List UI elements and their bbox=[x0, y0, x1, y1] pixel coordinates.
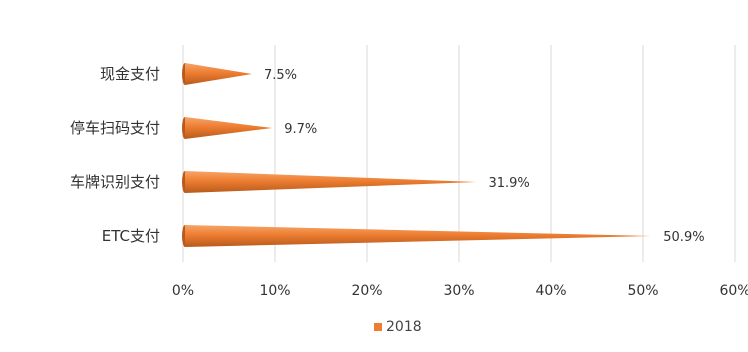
bar-3 bbox=[185, 225, 652, 247]
bars bbox=[182, 63, 652, 247]
category-label: ETC支付 bbox=[102, 227, 160, 245]
data-label: 9.7% bbox=[284, 122, 317, 137]
x-tick-label: 50% bbox=[627, 283, 658, 299]
x-tick-label: 10% bbox=[259, 283, 290, 299]
x-tick-label: 60% bbox=[719, 283, 748, 299]
data-label: 50.9% bbox=[663, 230, 704, 245]
category-label: 车牌识别支付 bbox=[70, 173, 160, 191]
gridlines bbox=[182, 45, 736, 262]
bar-2 bbox=[185, 171, 477, 193]
data-label: 31.9% bbox=[488, 176, 529, 191]
data-label: 7.5% bbox=[264, 68, 297, 83]
bar-1 bbox=[185, 117, 273, 139]
x-tick-label: 0% bbox=[172, 283, 194, 299]
x-tick-label: 30% bbox=[443, 283, 474, 299]
category-label: 现金支付 bbox=[100, 65, 160, 83]
labels: 0% 10% 20% 30% 40% 50% 60% 现金支付 7.5% 停车扫码支付 9.7% 车牌… bbox=[70, 65, 748, 299]
legend: 2018 bbox=[374, 319, 422, 335]
x-tick-label: 20% bbox=[351, 283, 382, 299]
legend-swatch bbox=[374, 323, 382, 331]
legend-label: 2018 bbox=[386, 319, 422, 335]
bar-0 bbox=[185, 63, 252, 85]
category-label: 停车扫码支付 bbox=[70, 119, 160, 137]
x-tick-label: 40% bbox=[535, 283, 566, 299]
